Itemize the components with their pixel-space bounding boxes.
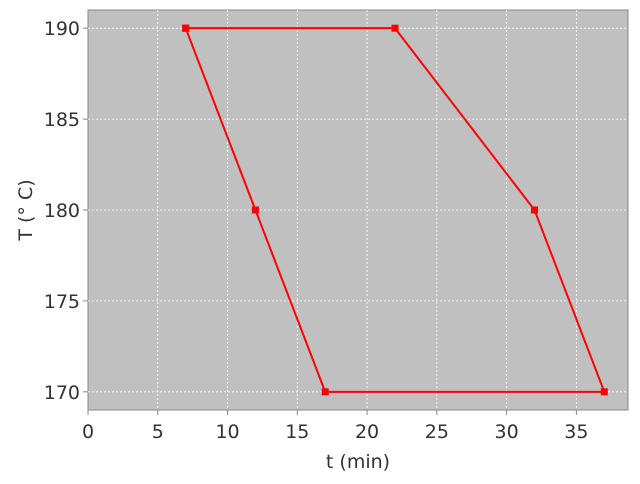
- y-axis-label: T (° C): [15, 179, 37, 241]
- x-tick-label: 15: [285, 421, 309, 443]
- data-point: [600, 388, 608, 396]
- data-point: [182, 24, 190, 32]
- y-tick-label: 170: [44, 382, 80, 404]
- x-tick-label: 30: [495, 421, 519, 443]
- y-tick-label: 190: [44, 18, 80, 40]
- data-point: [391, 24, 399, 32]
- x-tick-label: 25: [425, 421, 449, 443]
- y-tick-label: 185: [44, 109, 80, 131]
- x-tick-label: 20: [355, 421, 379, 443]
- x-axis-label: t (min): [326, 451, 390, 473]
- axes: 0 5 10 15 20 25 30 35 170 175 180 185 190: [44, 18, 589, 443]
- series: [182, 24, 608, 396]
- y-tick-label: 175: [44, 291, 80, 313]
- data-point: [321, 388, 329, 396]
- x-tick-label: 35: [564, 421, 588, 443]
- x-tick-label: 0: [82, 421, 94, 443]
- x-tick-label: 10: [215, 421, 239, 443]
- data-point: [531, 206, 539, 214]
- y-tick-label: 180: [44, 200, 80, 222]
- data-point: [251, 206, 259, 214]
- x-tick-label: 5: [152, 421, 164, 443]
